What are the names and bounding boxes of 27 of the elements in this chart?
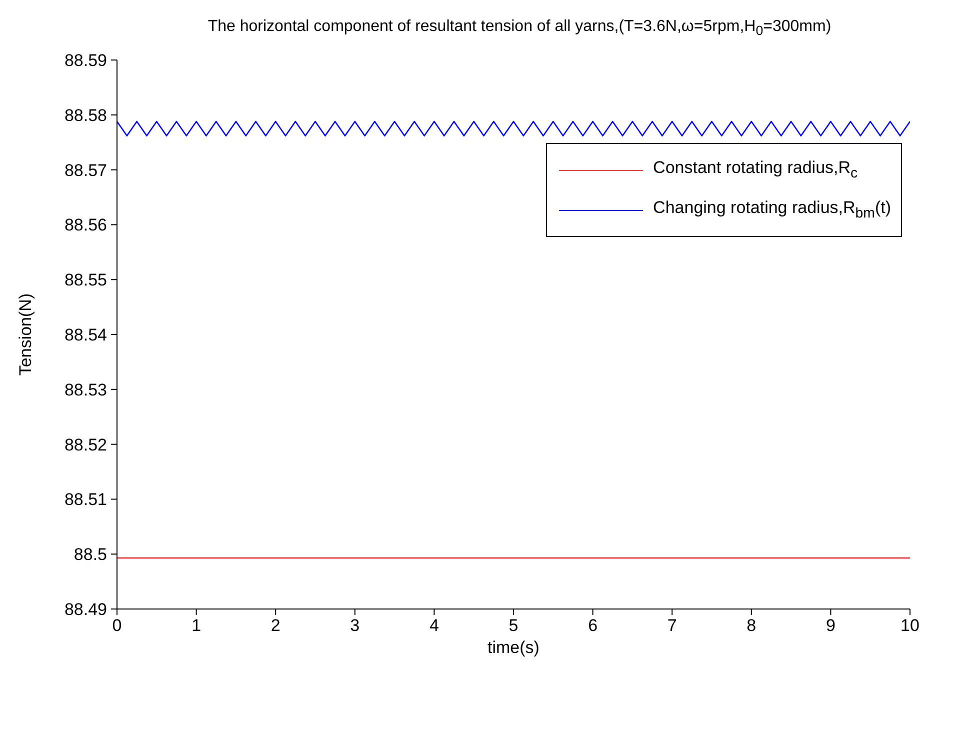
x-tick-label: 8 (746, 616, 756, 636)
x-tick-label: 1 (192, 616, 202, 636)
x-tick-label: 0 (112, 616, 122, 636)
y-tick-label: 88.5 (74, 545, 107, 564)
x-tick-label: 5 (508, 616, 518, 636)
x-tick-label: 7 (667, 616, 677, 636)
legend-label: Constant rotating radius,R$_{c}$ (653, 158, 858, 182)
x-tick-label: 4 (429, 616, 439, 636)
y-tick-label: 88.52 (64, 435, 107, 454)
y-tick-label: 88.54 (64, 326, 107, 345)
y-tick-label: 88.53 (64, 380, 107, 400)
x-tick-label: 10 (900, 616, 920, 636)
y-axis-title: Tension(N) (16, 293, 36, 376)
y-tick-label: 88.58 (64, 106, 107, 125)
y-tick-label: 88.49 (64, 600, 107, 620)
y-tick-label: 88.59 (64, 51, 107, 70)
x-tick-label: 9 (826, 616, 836, 636)
y-tick-label: 88.55 (64, 270, 107, 290)
x-tick-label: 2 (270, 616, 280, 636)
chart-title: The horizontal component of resultant tension of all yarns,(T=3.6N,ω=5rpm,H$_{0}$=300mm) (208, 18, 832, 38)
legend-label: Changing rotating radius,R$_{bm}$(t) (653, 198, 891, 222)
y-tick-label: 88.51 (64, 490, 107, 510)
x-tick-label: 3 (350, 616, 360, 636)
x-axis-title: time(s) (488, 638, 540, 657)
x-tick-label: 6 (588, 616, 598, 636)
y-tick-label: 88.57 (64, 160, 107, 180)
y-tick-label: 88.56 (64, 216, 107, 235)
